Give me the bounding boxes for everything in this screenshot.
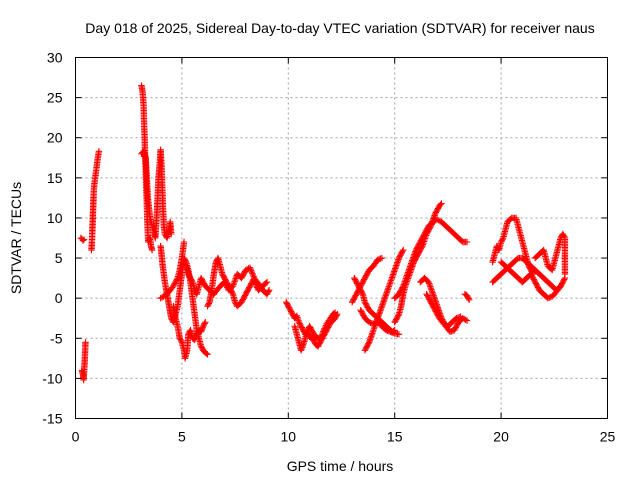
series-s16	[361, 246, 407, 354]
y-tick-label: -5	[50, 330, 63, 346]
data-point	[561, 233, 568, 240]
x-axis-label: GPS time / hours	[287, 458, 394, 474]
data-series	[77, 82, 569, 384]
data-point	[249, 270, 256, 277]
data-point	[330, 310, 338, 317]
data-point	[248, 268, 256, 276]
data-point	[465, 295, 472, 302]
data-point	[80, 236, 88, 243]
data-point	[177, 337, 185, 345]
y-tick-label: 20	[47, 130, 63, 146]
data-point	[95, 148, 103, 155]
data-point	[499, 236, 506, 243]
y-tick-label: -15	[42, 411, 62, 427]
data-point	[561, 276, 568, 283]
data-point	[203, 350, 210, 357]
y-tick-label: 0	[55, 290, 63, 306]
y-tick-label: -10	[42, 370, 62, 386]
series-s12	[282, 298, 341, 350]
series-s9	[182, 262, 218, 298]
grid	[75, 57, 608, 419]
data-point	[395, 331, 403, 338]
data-point	[462, 316, 469, 324]
data-point	[82, 339, 89, 346]
y-tick-label: 5	[55, 250, 63, 266]
y-tick-label: 10	[47, 210, 63, 226]
series-s19	[391, 216, 471, 302]
x-tick-label: 20	[493, 429, 509, 445]
data-point	[557, 282, 564, 290]
series-s17	[348, 254, 386, 306]
data-point	[246, 264, 254, 271]
data-point	[378, 254, 386, 262]
data-point	[201, 320, 208, 327]
data-point	[399, 248, 406, 255]
data-point	[400, 246, 407, 254]
data-point	[465, 296, 473, 303]
series-s11	[210, 264, 273, 298]
data-point	[202, 319, 209, 326]
series-s5	[138, 146, 175, 242]
y-tick-label: 30	[47, 50, 63, 66]
series-s25	[497, 258, 564, 302]
data-point	[265, 288, 272, 295]
x-tick-label: 0	[72, 429, 80, 445]
data-point	[561, 270, 569, 278]
data-point	[188, 277, 196, 284]
data-point	[205, 300, 213, 307]
series-s22	[461, 290, 473, 303]
data-point	[438, 200, 445, 207]
data-point	[395, 312, 402, 319]
data-point	[249, 271, 257, 279]
data-point	[248, 267, 255, 274]
series-s21	[423, 290, 464, 330]
data-point	[437, 201, 444, 208]
series-s23	[489, 214, 537, 278]
plot-frame	[75, 57, 608, 419]
data-point	[229, 289, 236, 297]
data-point	[457, 313, 464, 320]
axes: 0 5 10 15 20 25 30 25 20 15 10 5 0 -5 -10 -15	[42, 50, 615, 445]
x-tick-label: 10	[281, 429, 297, 445]
data-point	[556, 284, 563, 291]
data-point	[204, 351, 211, 358]
data-point	[148, 246, 156, 254]
y-axis-label: SDTVAR / TECUs	[8, 182, 24, 294]
data-point	[168, 230, 175, 238]
series-s3	[88, 148, 103, 254]
x-tick-label: 5	[178, 429, 186, 445]
series-s7	[157, 238, 188, 302]
series-s13	[291, 309, 339, 354]
data-point	[262, 279, 270, 287]
series-s1	[77, 234, 88, 244]
data-point	[247, 265, 254, 273]
y-tick-label: 15	[47, 170, 63, 186]
data-point	[365, 340, 372, 347]
series-s8	[170, 302, 209, 362]
x-tick-label: 25	[600, 429, 616, 445]
series-s2	[78, 339, 89, 384]
data-point	[331, 309, 339, 316]
data-point	[180, 238, 188, 246]
data-point	[399, 284, 406, 291]
series-s26	[531, 230, 569, 278]
data-point	[173, 276, 181, 283]
x-tick-label: 15	[387, 429, 403, 445]
series-s24	[489, 254, 569, 294]
data-point	[265, 286, 273, 294]
data-point	[263, 278, 271, 286]
y-tick-label: 25	[47, 90, 63, 106]
data-point	[79, 237, 87, 244]
data-point	[463, 238, 471, 246]
series-s10	[204, 254, 271, 310]
data-point	[463, 317, 471, 324]
chart-title: Day 018 of 2025, Sidereal Day-to-day VTE…	[85, 20, 594, 36]
